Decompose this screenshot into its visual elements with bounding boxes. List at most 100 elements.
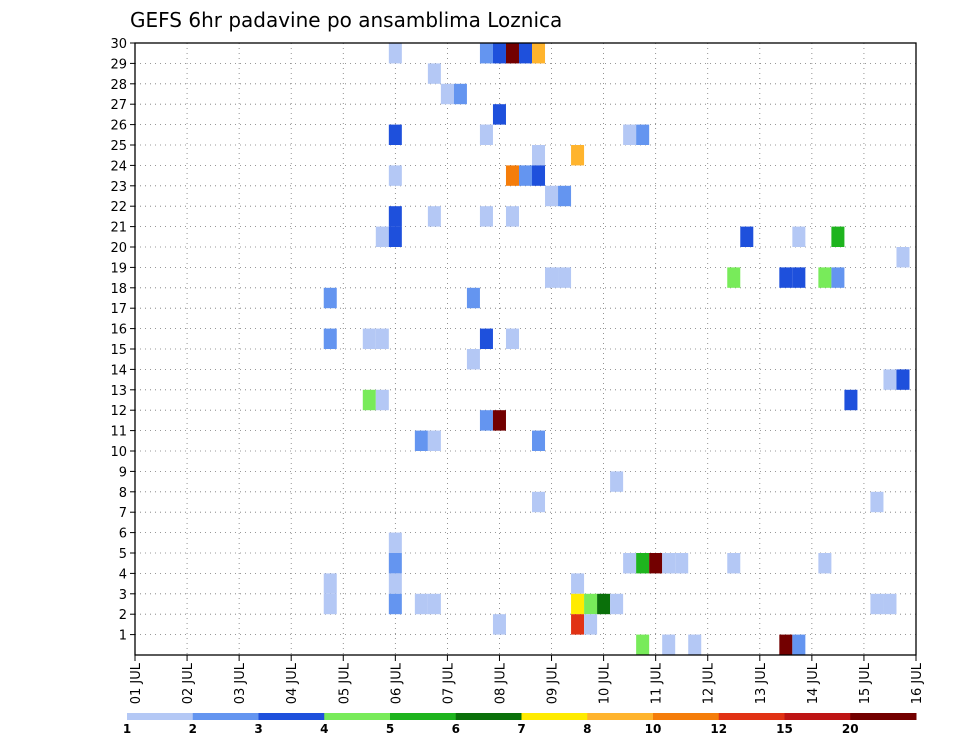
y-tick-label: 25 [110, 139, 127, 154]
legend-swatch [653, 713, 720, 720]
precip-cell [479, 43, 493, 64]
precip-cell [505, 206, 519, 227]
precip-cell [818, 553, 832, 574]
legend-label: 2 [189, 722, 197, 736]
data-cells [323, 43, 910, 655]
legend-swatch [258, 713, 325, 720]
precip-cell [636, 634, 650, 655]
precip-cell [505, 43, 519, 64]
legend-swatch [192, 713, 259, 720]
y-tick-label: 14 [110, 363, 127, 378]
precip-cell [779, 267, 793, 288]
legend-swatch [784, 713, 851, 720]
precip-cell [740, 226, 754, 247]
precip-cell [727, 553, 741, 574]
legend-label: 12 [710, 722, 727, 736]
y-tick-label: 26 [110, 119, 127, 134]
x-tick-label: 10 JUL [598, 662, 613, 704]
x-tick-label: 08 JUL [493, 662, 508, 704]
y-tick-label: 8 [119, 486, 127, 501]
legend-swatch [455, 713, 522, 720]
precip-cell [792, 226, 806, 247]
y-tick-label: 7 [119, 506, 127, 521]
y-tick-label: 23 [110, 180, 127, 195]
x-tick-label: 09 JUL [546, 662, 561, 704]
precip-cell [505, 165, 519, 186]
y-tick-label: 29 [110, 57, 127, 72]
precip-cell [388, 593, 402, 615]
x-tick-label: 03 JUL [233, 662, 248, 704]
precip-cell [571, 614, 585, 635]
y-tick-label: 9 [119, 465, 127, 480]
precip-cell [636, 553, 650, 574]
y-tick-label: 22 [110, 200, 127, 215]
precip-cell [532, 43, 546, 64]
legend-label: 1 [123, 722, 131, 736]
precip-cell [414, 430, 428, 451]
precip-cell [571, 573, 585, 594]
precip-cell [440, 83, 454, 105]
precip-cell [466, 287, 480, 309]
precip-cell [571, 145, 585, 166]
legend-swatch [390, 713, 457, 720]
precip-cell [571, 593, 585, 615]
y-tick-label: 15 [110, 343, 127, 358]
precip-cell [883, 593, 897, 615]
precip-cell [388, 124, 402, 145]
precip-cell [883, 369, 897, 390]
precip-cell [662, 553, 676, 574]
precip-cell [479, 206, 493, 227]
precip-cell [375, 328, 389, 349]
x-tick-label: 13 JUL [754, 662, 769, 704]
y-tick-label: 13 [110, 384, 127, 399]
precip-cell [375, 226, 389, 247]
precip-cell [323, 328, 337, 349]
precip-cell [375, 389, 389, 411]
y-tick-label: 1 [119, 629, 127, 644]
x-tick-label: 06 JUL [389, 662, 404, 704]
precip-cell [388, 43, 402, 64]
y-tick-label: 10 [110, 445, 127, 460]
legend-label: 8 [583, 722, 591, 736]
y-tick-label: 4 [119, 567, 127, 582]
x-tick-label: 02 JUL [181, 662, 196, 704]
y-tick-label: 17 [110, 302, 127, 317]
precip-cell [545, 185, 559, 207]
legend-label: 7 [517, 722, 525, 736]
y-axis: 1234567891011121314151617181920212223242… [110, 37, 135, 644]
legend-label: 15 [776, 722, 793, 736]
precip-cell [597, 593, 611, 615]
x-tick-label: 04 JUL [285, 662, 300, 704]
precip-cell [818, 267, 832, 288]
legend-swatch [127, 713, 194, 720]
precip-cell [479, 328, 493, 349]
y-tick-label: 5 [119, 547, 127, 562]
precip-cell [492, 43, 506, 64]
precip-cell [688, 634, 702, 655]
y-tick-label: 21 [110, 221, 127, 236]
gridlines [135, 43, 916, 655]
precip-cell [675, 553, 689, 574]
precip-cell [584, 614, 598, 635]
y-tick-label: 19 [110, 261, 127, 276]
precip-cell [636, 124, 650, 145]
precip-cell [388, 532, 402, 553]
precip-cell [505, 328, 519, 349]
precip-cell [388, 226, 402, 247]
precip-cell [623, 553, 637, 574]
precip-cell [558, 267, 572, 288]
precip-cell [427, 593, 441, 615]
precip-cell [323, 573, 337, 594]
legend-label: 4 [320, 722, 328, 736]
precip-cell [649, 553, 663, 574]
precip-cell [427, 63, 441, 84]
x-tick-label: 14 JUL [806, 662, 821, 704]
precip-cell [610, 593, 624, 615]
precip-cell [532, 165, 546, 186]
x-tick-label: 16 JUL [910, 662, 925, 704]
precip-cell [831, 226, 845, 247]
precip-cell [492, 614, 506, 635]
precip-cell [532, 491, 546, 513]
x-tick-label: 15 JUL [858, 662, 873, 704]
precip-cell [844, 389, 858, 411]
